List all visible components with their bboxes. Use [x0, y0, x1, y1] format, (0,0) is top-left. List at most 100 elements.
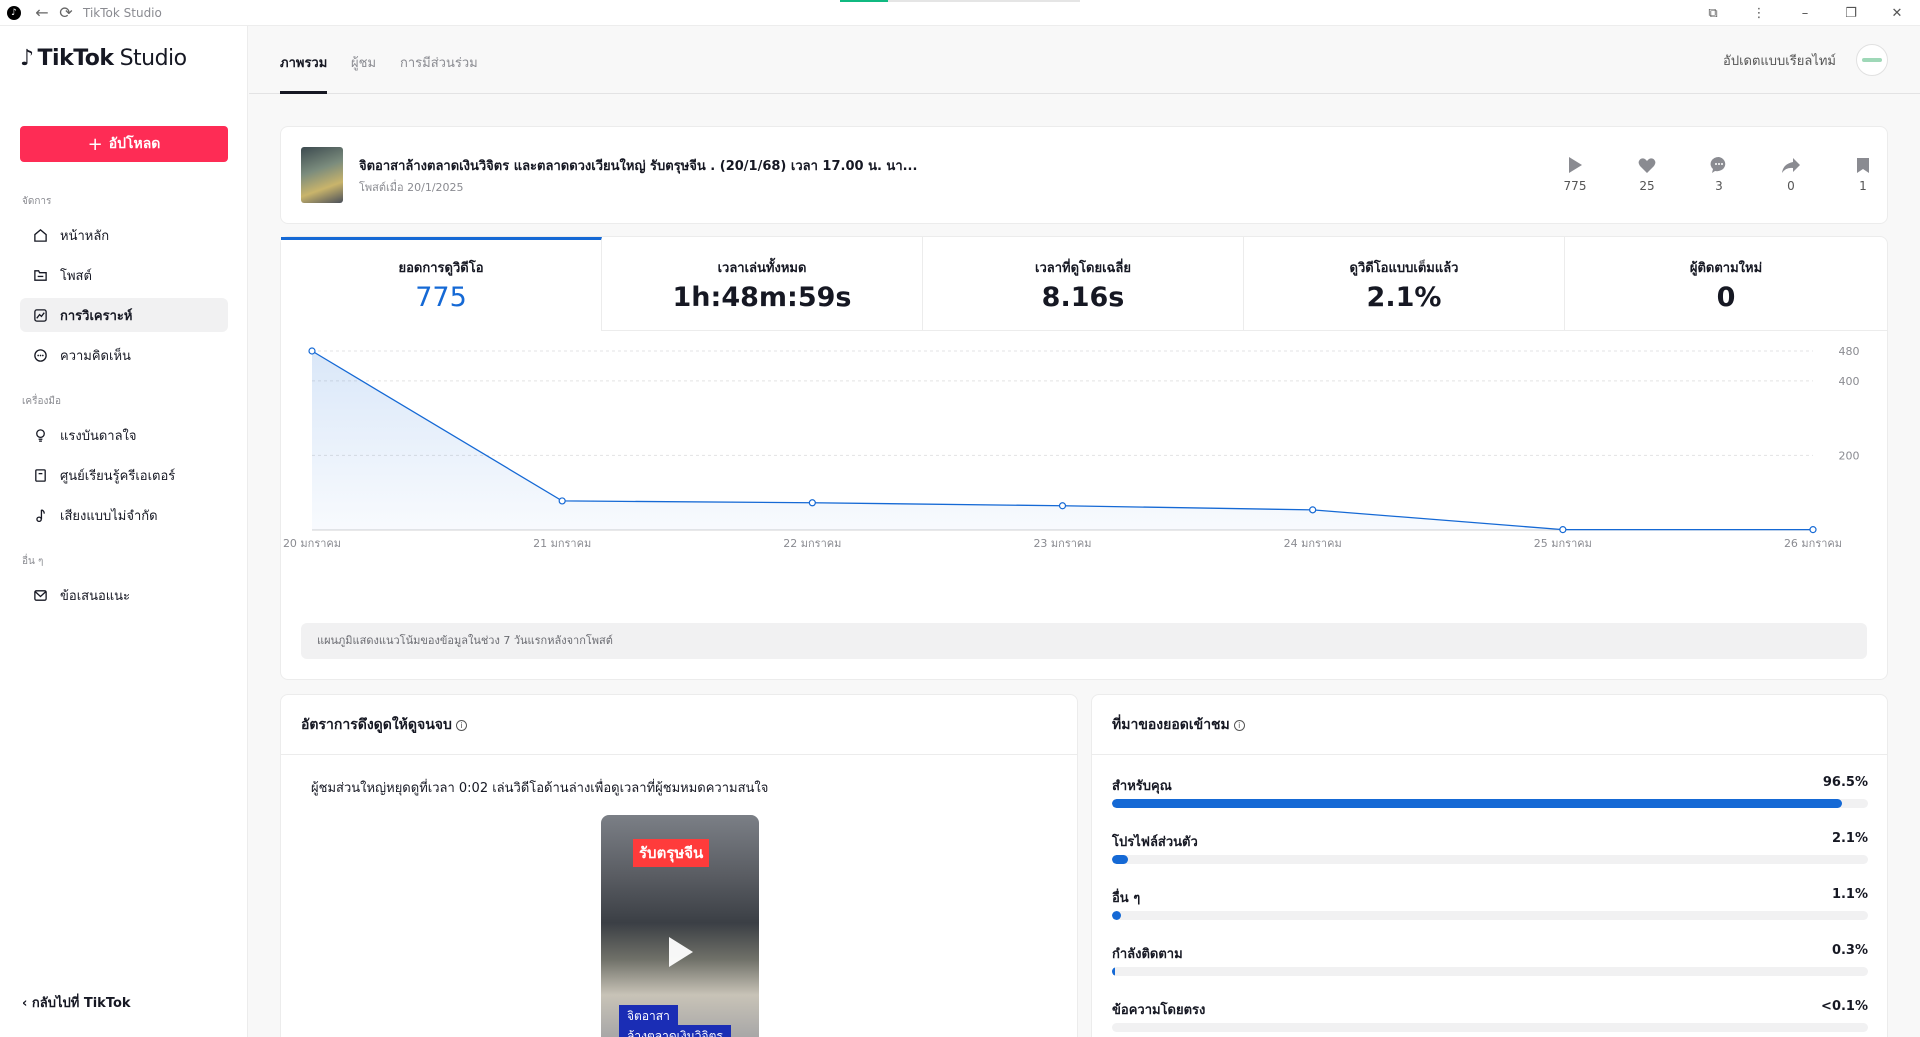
- traffic-source-bar-fill: [1112, 967, 1116, 976]
- metric-tab-views[interactable]: ยอดการดูวิดีโอ 775: [281, 237, 602, 331]
- minimize-icon[interactable]: –: [1801, 5, 1809, 21]
- y-tick-label: 200: [1839, 449, 1860, 462]
- upload-label: อัปโหลด: [108, 136, 161, 152]
- traffic-source-percent: 0.3%: [1831, 943, 1868, 958]
- traffic-source-bar-fill: [1112, 799, 1842, 808]
- data-point: [1058, 502, 1067, 510]
- retention-description: ผู้ชมส่วนใหญ่หยุดดูที่เวลา 0:02 เล่นวิดี…: [311, 781, 769, 796]
- retention-card: อัตราการดึงดูดให้ดูจนจบ i ผู้ชมส่วนใหญ่หย…: [280, 694, 1078, 1037]
- sidebar-item-unlimited-sounds[interactable]: เสียงแบบไม่จำกัด: [20, 498, 228, 532]
- y-tick-label: 480: [1839, 345, 1860, 358]
- data-point: [1559, 526, 1567, 534]
- metric-value: 2.1%: [1366, 282, 1442, 313]
- reload-icon[interactable]: ⟳: [59, 2, 73, 22]
- video-summary-card: จิตอาสาล้างตลาดเงินวิจิตร และตลาดดวงเวีย…: [280, 126, 1888, 224]
- video-thumbnail[interactable]: [301, 147, 343, 203]
- analytics-icon: [32, 307, 48, 323]
- traffic-source-bar-track: [1112, 1023, 1868, 1032]
- section-title-other: อื่น ๆ: [22, 556, 44, 567]
- x-tick-label: 26 มกราคม: [1784, 537, 1842, 550]
- restore-icon[interactable]: ❐: [1845, 5, 1857, 21]
- traffic-source-bar-fill: [1112, 855, 1128, 864]
- info-icon[interactable]: i: [455, 720, 467, 731]
- tab-audience[interactable]: ผู้ชม: [351, 56, 377, 71]
- music-note-icon: [32, 507, 48, 523]
- data-point: [1809, 526, 1817, 534]
- traffic-source-percent: 96.5%: [1822, 775, 1868, 790]
- avatar[interactable]: [1856, 44, 1888, 76]
- tab-engagement[interactable]: การมีส่วนร่วม: [400, 56, 478, 71]
- metric-value: 0: [1716, 282, 1736, 313]
- brand-logo[interactable]: ♪ TikTok Studio: [20, 46, 187, 71]
- traffic-source-label: สำหรับคุณ: [1112, 779, 1172, 794]
- saves-count: 1: [1859, 179, 1867, 193]
- window-titlebar: ♪ ← ⟳ TikTok Studio ⧉ ⋮ – ❐ ✕: [0, 0, 1920, 26]
- back-to-tiktok-link[interactable]: ‹ กลับไปที่ TikTok: [22, 996, 131, 1011]
- traffic-source-percent: 2.1%: [1831, 831, 1868, 846]
- data-point: [308, 347, 316, 355]
- metrics-card: ยอดการดูวิดีโอ 775 เวลาเล่นทั้งหมด 1h:48…: [280, 236, 1888, 680]
- series-area: [312, 351, 1813, 530]
- tiktok-note-icon: ♪: [20, 46, 34, 71]
- video-stat-shares: 0: [1771, 155, 1811, 193]
- comments-count: 3: [1715, 179, 1723, 193]
- retention-video-preview[interactable]: รับตรุษจีน จิตอาสา ล้างตลาดเงินวิจิตร: [601, 815, 759, 1037]
- traffic-sources-card: ที่มาของยอดเข้าชม i สำหรับคุณ 96.5% โปรไฟล์…: [1091, 694, 1888, 1037]
- traffic-source-percent: <0.1%: [1821, 999, 1868, 1014]
- preview-caption: จิตอาสา: [619, 1005, 678, 1028]
- traffic-source-label: กำลังติดตาม: [1112, 947, 1183, 962]
- top-nav: ภาพรวม ผู้ชม การมีส่วนร่วม อัปเดตแบบเรีย…: [249, 26, 1920, 94]
- sidebar-item-analytics[interactable]: การวิเคราะห์: [20, 298, 228, 332]
- data-point: [808, 499, 816, 507]
- x-tick-label: 24 มกราคม: [1284, 537, 1342, 550]
- y-tick-label: 400: [1839, 375, 1860, 388]
- sidebar: ♪ TikTok Studio + อัปโหลด จัดการ หน้าหลั…: [0, 26, 248, 1037]
- video-title[interactable]: จิตอาสาล้างตลาดเงินวิจิตร และตลาดดวงเวีย…: [359, 159, 918, 174]
- likes-count: 25: [1639, 179, 1655, 193]
- traffic-source-label: ข้อความโดยตรง: [1112, 1003, 1206, 1018]
- traffic-source-label: โปรไฟล์ส่วนตัว: [1112, 835, 1198, 850]
- section-title-tools: เครื่องมือ: [22, 396, 61, 407]
- sidebar-item-inspiration[interactable]: แรงบันดาลใจ: [20, 418, 228, 452]
- traffic-source-row: สำหรับคุณ 96.5%: [1112, 775, 1868, 831]
- sidebar-item-label: แรงบันดาลใจ: [60, 428, 137, 444]
- video-stat-likes: 25: [1627, 155, 1667, 193]
- views-count: 775: [1563, 179, 1587, 193]
- book-icon: [32, 467, 48, 483]
- sidebar-item-comments[interactable]: ความคิดเห็น: [20, 338, 228, 372]
- arrow-left-icon[interactable]: ←: [35, 2, 49, 22]
- sidebar-item-feedback[interactable]: ข้อเสนอแนะ: [20, 578, 228, 612]
- bookmark-icon: [1843, 155, 1883, 175]
- tab-overview[interactable]: ภาพรวม: [280, 56, 328, 71]
- sidebar-item-home[interactable]: หน้าหลัก: [20, 218, 228, 252]
- upload-button[interactable]: + อัปโหลด: [20, 126, 228, 162]
- sidebar-item-label: ความคิดเห็น: [60, 348, 131, 364]
- puzzle-icon[interactable]: ⧉: [1708, 5, 1718, 21]
- metric-tab-average-watch-time[interactable]: เวลาที่ดูโดยเฉลี่ย 8.16s: [923, 237, 1244, 331]
- play-icon[interactable]: [669, 937, 693, 967]
- window-title: TikTok Studio: [83, 5, 162, 20]
- loading-progress: [840, 0, 1080, 2]
- sidebar-item-creator-academy[interactable]: ศูนย์เรียนรู้ครีเอเตอร์: [20, 458, 228, 492]
- close-icon[interactable]: ✕: [1891, 5, 1903, 21]
- realtime-update-label: อัปเดตแบบเรียลไทม์: [1723, 54, 1836, 69]
- sidebar-item-posts[interactable]: โพสต์: [20, 258, 228, 292]
- more-vertical-icon[interactable]: ⋮: [1752, 5, 1766, 21]
- brand-name: TikTok: [37, 46, 115, 71]
- data-point: [558, 497, 566, 505]
- traffic-source-row: โปรไฟล์ส่วนตัว 2.1%: [1112, 831, 1868, 887]
- metric-tab-total-playtime[interactable]: เวลาเล่นทั้งหมด 1h:48m:59s: [602, 237, 923, 331]
- metric-tab-new-followers[interactable]: ผู้ติดตามใหม่ 0: [1565, 237, 1887, 331]
- info-icon[interactable]: i: [1233, 720, 1245, 731]
- sources-header: ที่มาของยอดเข้าชม i: [1092, 695, 1887, 755]
- traffic-source-row: ข้อความโดยตรง <0.1%: [1112, 999, 1868, 1037]
- metric-tab-watched-full[interactable]: ดูวิดีโอแบบเต็มแล้ว 2.1%: [1244, 237, 1565, 331]
- sources-title: ที่มาของยอดเข้าชม: [1112, 717, 1230, 733]
- mail-icon: [32, 587, 48, 603]
- heart-icon: [1627, 155, 1667, 175]
- metric-value: 8.16s: [1041, 282, 1125, 313]
- plus-icon: +: [87, 133, 103, 155]
- data-point: [1309, 506, 1317, 514]
- x-tick-label: 23 มกราคม: [1033, 537, 1091, 550]
- home-icon: [32, 227, 48, 243]
